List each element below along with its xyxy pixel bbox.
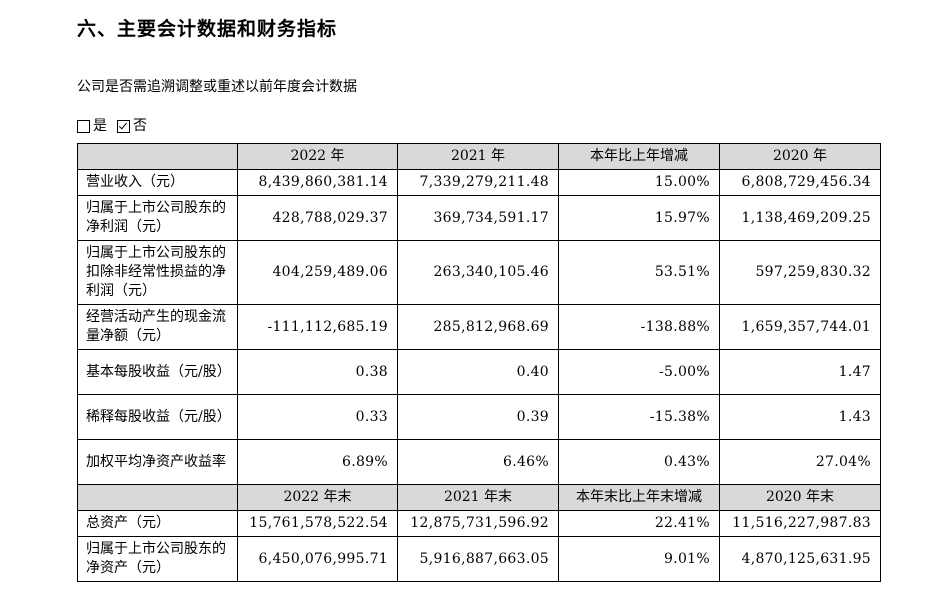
- cell-value: 0.43%: [558, 439, 720, 485]
- cell-value: 0.33: [237, 394, 398, 440]
- row-label: 归属于上市公司股东的净利润（元）: [77, 195, 238, 241]
- table-row: 稀释每股收益（元/股） 0.33 0.39 -15.38% 1.43: [77, 394, 881, 440]
- cell-value: 15,761,578,522.54: [237, 510, 398, 537]
- row-label: 营业收入（元）: [77, 169, 238, 196]
- option-no-label: 否: [133, 118, 147, 134]
- cell-value: 597,259,830.32: [719, 240, 881, 305]
- section-title: 六、主要会计数据和财务指标: [77, 18, 338, 40]
- row-label: 总资产（元）: [77, 510, 238, 537]
- financial-data-table: 2022 年 2021 年 本年比上年增减 2020 年 营业收入（元） 8,4…: [77, 143, 881, 582]
- cell-value: 1.47: [719, 349, 881, 395]
- table-row: 总资产（元） 15,761,578,522.54 12,875,731,596.…: [77, 510, 881, 537]
- cell-value: 6,450,076,995.71: [237, 536, 398, 582]
- row-label: 加权平均净资产收益率: [77, 439, 238, 485]
- header-cell: 本年末比上年末增减: [558, 484, 720, 511]
- checkbox-yes-icon[interactable]: [77, 119, 90, 133]
- table-row: 加权平均净资产收益率 6.89% 6.46% 0.43% 27.04%: [77, 439, 881, 485]
- header-cell: [77, 484, 238, 511]
- header-cell: 2021 年末: [397, 484, 559, 511]
- cell-value: 285,812,968.69: [397, 304, 559, 350]
- table-row: 归属于上市公司股东的净利润（元） 428,788,029.37 369,734,…: [77, 195, 881, 241]
- row-label: 归属于上市公司股东的净资产（元）: [77, 536, 238, 582]
- header-cell: 本年比上年增减: [558, 143, 720, 170]
- table-row: 基本每股收益（元/股） 0.38 0.40 -5.00% 1.47: [77, 349, 881, 395]
- cell-value: 0.39: [397, 394, 559, 440]
- cell-value: -15.38%: [558, 394, 720, 440]
- cell-value: 12,875,731,596.92: [397, 510, 559, 537]
- cell-value: 5,916,887,663.05: [397, 536, 559, 582]
- header-cell: [77, 143, 238, 170]
- cell-value: -111,112,685.19: [237, 304, 398, 350]
- cell-value: 27.04%: [719, 439, 881, 485]
- table-header-row: 2022 年末 2021 年末 本年末比上年末增减 2020 年末: [77, 484, 881, 511]
- cell-value: 15.00%: [558, 169, 720, 196]
- cell-value: 404,259,489.06: [237, 240, 398, 305]
- table-row: 经营活动产生的现金流量净额（元） -111,112,685.19 285,812…: [77, 304, 881, 350]
- cell-value: 15.97%: [558, 195, 720, 241]
- cell-value: 1.43: [719, 394, 881, 440]
- row-label: 经营活动产生的现金流量净额（元）: [77, 304, 238, 350]
- table-row: 归属于上市公司股东的扣除非经常性损益的净利润（元） 404,259,489.06…: [77, 240, 881, 305]
- cell-value: -5.00%: [558, 349, 720, 395]
- cell-value: 4,870,125,631.95: [719, 536, 881, 582]
- cell-value: 22.41%: [558, 510, 720, 537]
- row-label: 归属于上市公司股东的扣除非经常性损益的净利润（元）: [77, 240, 238, 305]
- header-cell: 2021 年: [397, 143, 559, 170]
- cell-value: 6.89%: [237, 439, 398, 485]
- table-row: 营业收入（元） 8,439,860,381.14 7,339,279,211.4…: [77, 169, 881, 196]
- cell-value: -138.88%: [558, 304, 720, 350]
- table-header-row: 2022 年 2021 年 本年比上年增减 2020 年: [77, 143, 881, 170]
- header-cell: 2020 年末: [719, 484, 881, 511]
- cell-value: 1,138,469,209.25: [719, 195, 881, 241]
- row-label: 基本每股收益（元/股）: [77, 349, 238, 395]
- cell-value: 263,340,105.46: [397, 240, 559, 305]
- row-label: 稀释每股收益（元/股）: [77, 394, 238, 440]
- header-cell: 2022 年末: [237, 484, 398, 511]
- checkbox-no-checked-icon[interactable]: [117, 119, 130, 133]
- table-row: 归属于上市公司股东的净资产（元） 6,450,076,995.71 5,916,…: [77, 536, 881, 582]
- cell-value: 11,516,227,987.83: [719, 510, 881, 537]
- cell-value: 6.46%: [397, 439, 559, 485]
- cell-value: 0.40: [397, 349, 559, 395]
- option-yes-label: 是: [93, 118, 107, 134]
- restatement-options: 是 否: [77, 115, 147, 135]
- cell-value: 369,734,591.17: [397, 195, 559, 241]
- restatement-question: 公司是否需追溯调整或重述以前年度会计数据: [77, 79, 357, 95]
- cell-value: 7,339,279,211.48: [397, 169, 559, 196]
- cell-value: 9.01%: [558, 536, 720, 582]
- cell-value: 0.38: [237, 349, 398, 395]
- cell-value: 428,788,029.37: [237, 195, 398, 241]
- cell-value: 6,808,729,456.34: [719, 169, 881, 196]
- cell-value: 53.51%: [558, 240, 720, 305]
- header-cell: 2022 年: [237, 143, 398, 170]
- header-cell: 2020 年: [719, 143, 881, 170]
- cell-value: 8,439,860,381.14: [237, 169, 398, 196]
- cell-value: 1,659,357,744.01: [719, 304, 881, 350]
